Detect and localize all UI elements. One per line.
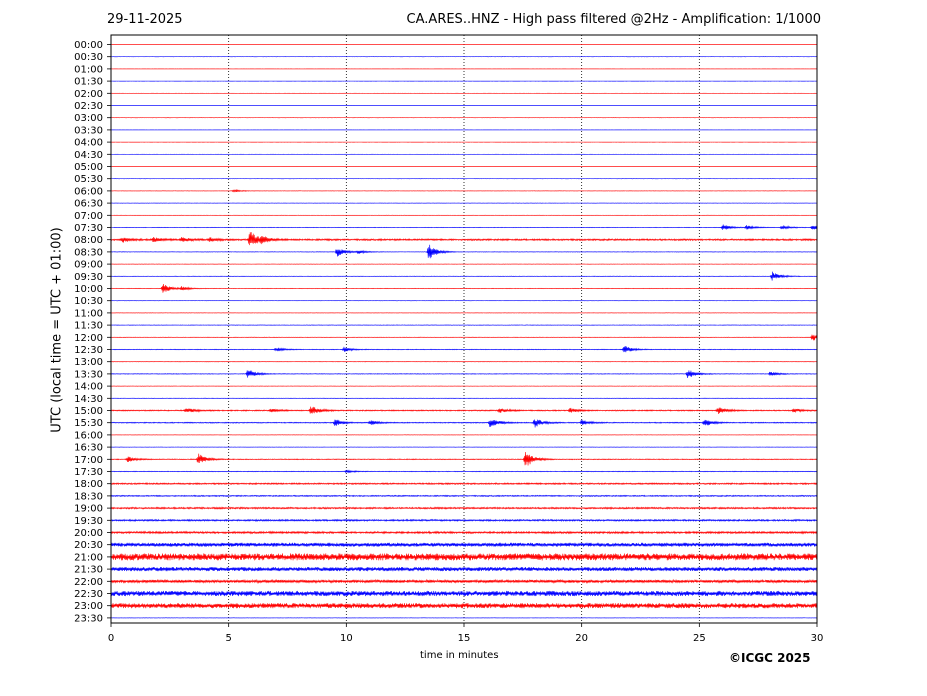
trace-1830 bbox=[110, 494, 818, 498]
y-tick-label: 22:00 bbox=[74, 577, 103, 588]
trace-1230 bbox=[110, 346, 818, 353]
x-tick-label: 10 bbox=[340, 633, 353, 644]
y-tick-label: 12:30 bbox=[74, 345, 103, 356]
x-tick-label: 15 bbox=[458, 633, 471, 644]
x-tick-label: 20 bbox=[575, 633, 588, 644]
trace-2300 bbox=[110, 603, 818, 609]
y-tick-label: 10:00 bbox=[74, 284, 103, 295]
trace-1500 bbox=[110, 406, 818, 415]
trace-2230 bbox=[110, 590, 818, 597]
trace-0800 bbox=[110, 232, 818, 246]
trace-1900 bbox=[110, 506, 818, 510]
y-tick-label: 14:30 bbox=[74, 394, 103, 405]
y-tick-label: 04:30 bbox=[74, 150, 103, 161]
trace-2030 bbox=[110, 542, 818, 548]
trace-1000 bbox=[110, 283, 818, 293]
y-tick-label: 13:00 bbox=[74, 357, 103, 368]
chart-title: CA.ARES..HNZ - High pass filtered @2Hz -… bbox=[406, 12, 821, 27]
date-label: 29-11-2025 bbox=[107, 12, 183, 27]
y-tick-label: 11:00 bbox=[74, 308, 103, 319]
y-tick-label: 11:30 bbox=[74, 321, 103, 332]
y-tick-label: 04:00 bbox=[74, 138, 103, 149]
trace-2200 bbox=[110, 578, 818, 584]
y-tick-label: 19:00 bbox=[74, 504, 103, 515]
y-tick-label: 03:00 bbox=[74, 113, 103, 124]
y-tick-label: 03:30 bbox=[74, 125, 103, 136]
y-tick-label: 05:30 bbox=[74, 174, 103, 185]
trace-2100 bbox=[110, 553, 818, 561]
y-tick-label: 01:30 bbox=[74, 77, 103, 88]
trace-0730 bbox=[110, 224, 818, 230]
y-tick-label: 02:00 bbox=[74, 89, 103, 100]
trace-1730 bbox=[110, 469, 818, 474]
x-tick-label: 25 bbox=[693, 633, 706, 644]
y-tick-label: 07:30 bbox=[74, 223, 103, 234]
y-tick-label: 21:00 bbox=[74, 552, 103, 563]
y-tick-label: 20:00 bbox=[74, 528, 103, 539]
y-tick-label: 12:00 bbox=[74, 333, 103, 344]
y-tick-label: 20:30 bbox=[74, 540, 103, 551]
y-tick-label: 23:00 bbox=[74, 601, 103, 612]
trace-0600 bbox=[110, 188, 818, 193]
trace-1200 bbox=[110, 334, 818, 341]
trace-1530 bbox=[110, 419, 818, 428]
y-tick-label: 22:30 bbox=[74, 589, 103, 600]
y-tick-label: 06:00 bbox=[74, 186, 103, 197]
y-tick-label: 02:30 bbox=[74, 101, 103, 112]
y-tick-label: 09:00 bbox=[74, 260, 103, 271]
y-tick-label: 08:30 bbox=[74, 247, 103, 258]
y-tick-label: 09:30 bbox=[74, 272, 103, 283]
y-tick-label: 17:30 bbox=[74, 467, 103, 478]
y-tick-label: 15:30 bbox=[74, 418, 103, 429]
x-axis-label: time in minutes bbox=[420, 650, 499, 661]
y-tick-label: 08:00 bbox=[74, 235, 103, 246]
y-tick-label: 16:00 bbox=[74, 430, 103, 441]
y-tick-label: 23:30 bbox=[74, 613, 103, 624]
y-tick-label: 17:00 bbox=[74, 455, 103, 466]
y-tick-label: 18:30 bbox=[74, 491, 103, 502]
y-tick-label: 14:00 bbox=[74, 382, 103, 393]
y-tick-label: 13:30 bbox=[74, 369, 103, 380]
y-tick-label: 00:00 bbox=[74, 40, 103, 51]
trace-1330 bbox=[110, 370, 818, 379]
trace-2130 bbox=[110, 566, 818, 572]
trace-1700 bbox=[110, 451, 818, 466]
y-tick-label: 15:00 bbox=[74, 406, 103, 417]
copyright-label: ©ICGC 2025 bbox=[729, 651, 811, 665]
trace-0830 bbox=[110, 244, 818, 259]
x-tick-label: 30 bbox=[811, 633, 824, 644]
x-tick-label: 0 bbox=[108, 633, 114, 644]
y-tick-label: 07:00 bbox=[74, 211, 103, 222]
trace-2000 bbox=[110, 530, 818, 535]
y-tick-label: 05:00 bbox=[74, 162, 103, 173]
y-tick-label: 18:00 bbox=[74, 479, 103, 490]
y-tick-label: 01:00 bbox=[74, 64, 103, 75]
y-tick-label: 21:30 bbox=[74, 565, 103, 576]
y-tick-label: 10:30 bbox=[74, 296, 103, 307]
y-tick-label: 19:30 bbox=[74, 516, 103, 527]
trace-1930 bbox=[110, 518, 818, 523]
y-tick-label: 00:30 bbox=[74, 52, 103, 63]
y-tick-label: 06:30 bbox=[74, 199, 103, 210]
x-tick-label: 5 bbox=[225, 633, 231, 644]
trace-1800 bbox=[110, 482, 818, 486]
trace-0930 bbox=[110, 271, 818, 281]
y-tick-label: 16:30 bbox=[74, 443, 103, 454]
